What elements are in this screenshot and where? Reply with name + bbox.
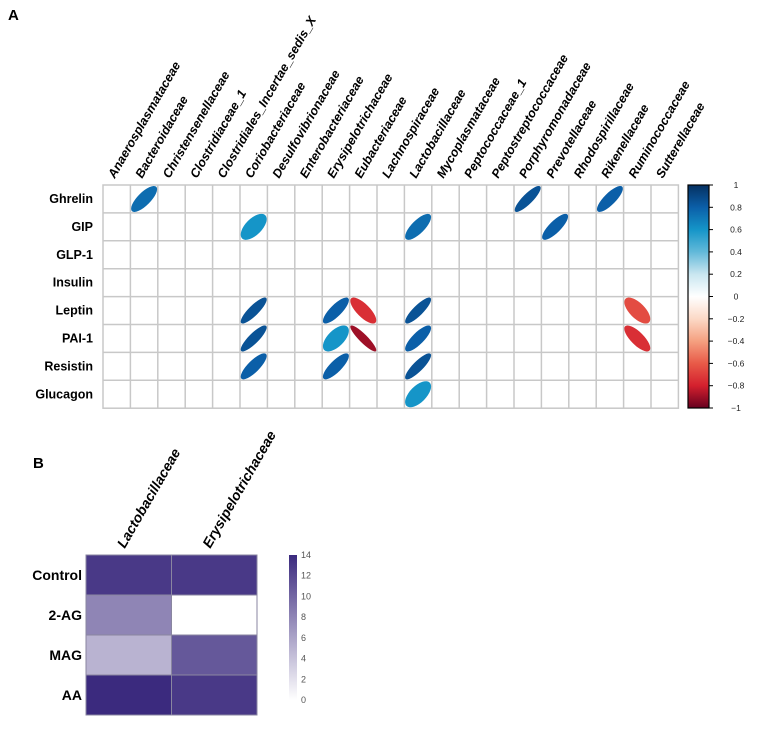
colorbar-tick-label: 0.2	[730, 269, 742, 279]
row-label: Ghrelin	[49, 192, 93, 206]
panel-label-a: A	[8, 7, 19, 24]
row-label: PAI-1	[62, 331, 93, 345]
correlation-ellipse	[405, 353, 432, 380]
heatmap-cell	[171, 554, 258, 596]
colorbar-tick-label: −0.4	[728, 336, 745, 346]
panel-label-b: B	[33, 455, 44, 472]
correlation-plot: AnaerosplasmataceaeBacteroidaceaeChriste…	[35, 13, 744, 413]
row-label: Glucagon	[35, 387, 93, 401]
correlation-ellipse	[240, 213, 267, 240]
colorbar-tick-label: 0	[734, 292, 739, 302]
correlation-ellipse	[596, 185, 623, 212]
colorbar-tick-label: 0.4	[730, 247, 742, 257]
abundance-heatmap: Lactobacillaceae Erysipelotrichaceae Contr…	[32, 428, 311, 716]
colorbar-tick-label: 8	[301, 612, 306, 622]
colorbar-tick-label: 0	[301, 695, 306, 705]
colorbar	[687, 184, 710, 409]
correlation-ellipse	[405, 381, 432, 408]
colorbar-tick-label: −0.8	[728, 381, 745, 391]
column-label: Erysipelotrichaceae	[199, 428, 279, 551]
column-label: Lactobacillaceae	[113, 445, 183, 550]
correlation-ellipse	[514, 185, 541, 212]
row-label: Insulin	[53, 276, 93, 290]
heatmap-cell	[85, 674, 172, 716]
colorbar-tick-label: −0.2	[728, 314, 745, 324]
row-label: 2-AG	[49, 607, 83, 623]
row-label: Control	[32, 567, 82, 583]
row-label: GLP-1	[56, 248, 93, 262]
correlation-ellipse	[131, 185, 158, 212]
colorbar-tick-label: 12	[301, 571, 311, 581]
row-label: Resistin	[44, 359, 93, 373]
heatmap-cell	[85, 634, 172, 676]
colorbar-tick-label: −1	[731, 403, 741, 413]
correlation-ellipse	[542, 213, 569, 240]
colorbar-tick-label: 2	[301, 674, 306, 684]
row-label: AA	[62, 687, 82, 703]
heatmap-cell	[85, 594, 172, 636]
heatmap-cell	[85, 554, 172, 596]
correlation-ellipse	[240, 297, 267, 324]
correlation-ellipse	[624, 325, 651, 352]
row-label: Leptin	[56, 304, 94, 318]
correlation-ellipse	[405, 297, 432, 324]
heatmap-cell	[171, 634, 258, 676]
correlation-ellipse	[240, 325, 267, 352]
correlation-ellipse	[240, 353, 267, 380]
colorbar-tick-label: 6	[301, 633, 306, 643]
colorbar-tick-label: 10	[301, 591, 311, 601]
colorbar-tick-label: 0.6	[730, 225, 742, 235]
correlation-ellipse	[405, 325, 432, 352]
heatmap-cell	[171, 594, 258, 636]
correlation-ellipse	[350, 325, 377, 352]
correlation-ellipse	[405, 213, 432, 240]
colorbar-tick-label: −0.6	[728, 358, 745, 368]
correlation-ellipse	[322, 353, 349, 380]
colorbar-tick-label: 4	[301, 654, 306, 664]
correlation-ellipse	[350, 297, 377, 324]
colorbar-tick-label: 0.8	[730, 202, 742, 212]
correlation-ellipse	[322, 297, 349, 324]
colorbar-tick-label: 1	[734, 180, 739, 190]
row-label: MAG	[49, 647, 82, 663]
colorbar-tick-label: 14	[301, 550, 311, 560]
colorbar	[289, 555, 297, 700]
heatmap-cell	[171, 674, 258, 716]
correlation-ellipse	[322, 325, 349, 352]
row-label: GIP	[71, 220, 93, 234]
correlation-ellipse	[624, 297, 651, 324]
